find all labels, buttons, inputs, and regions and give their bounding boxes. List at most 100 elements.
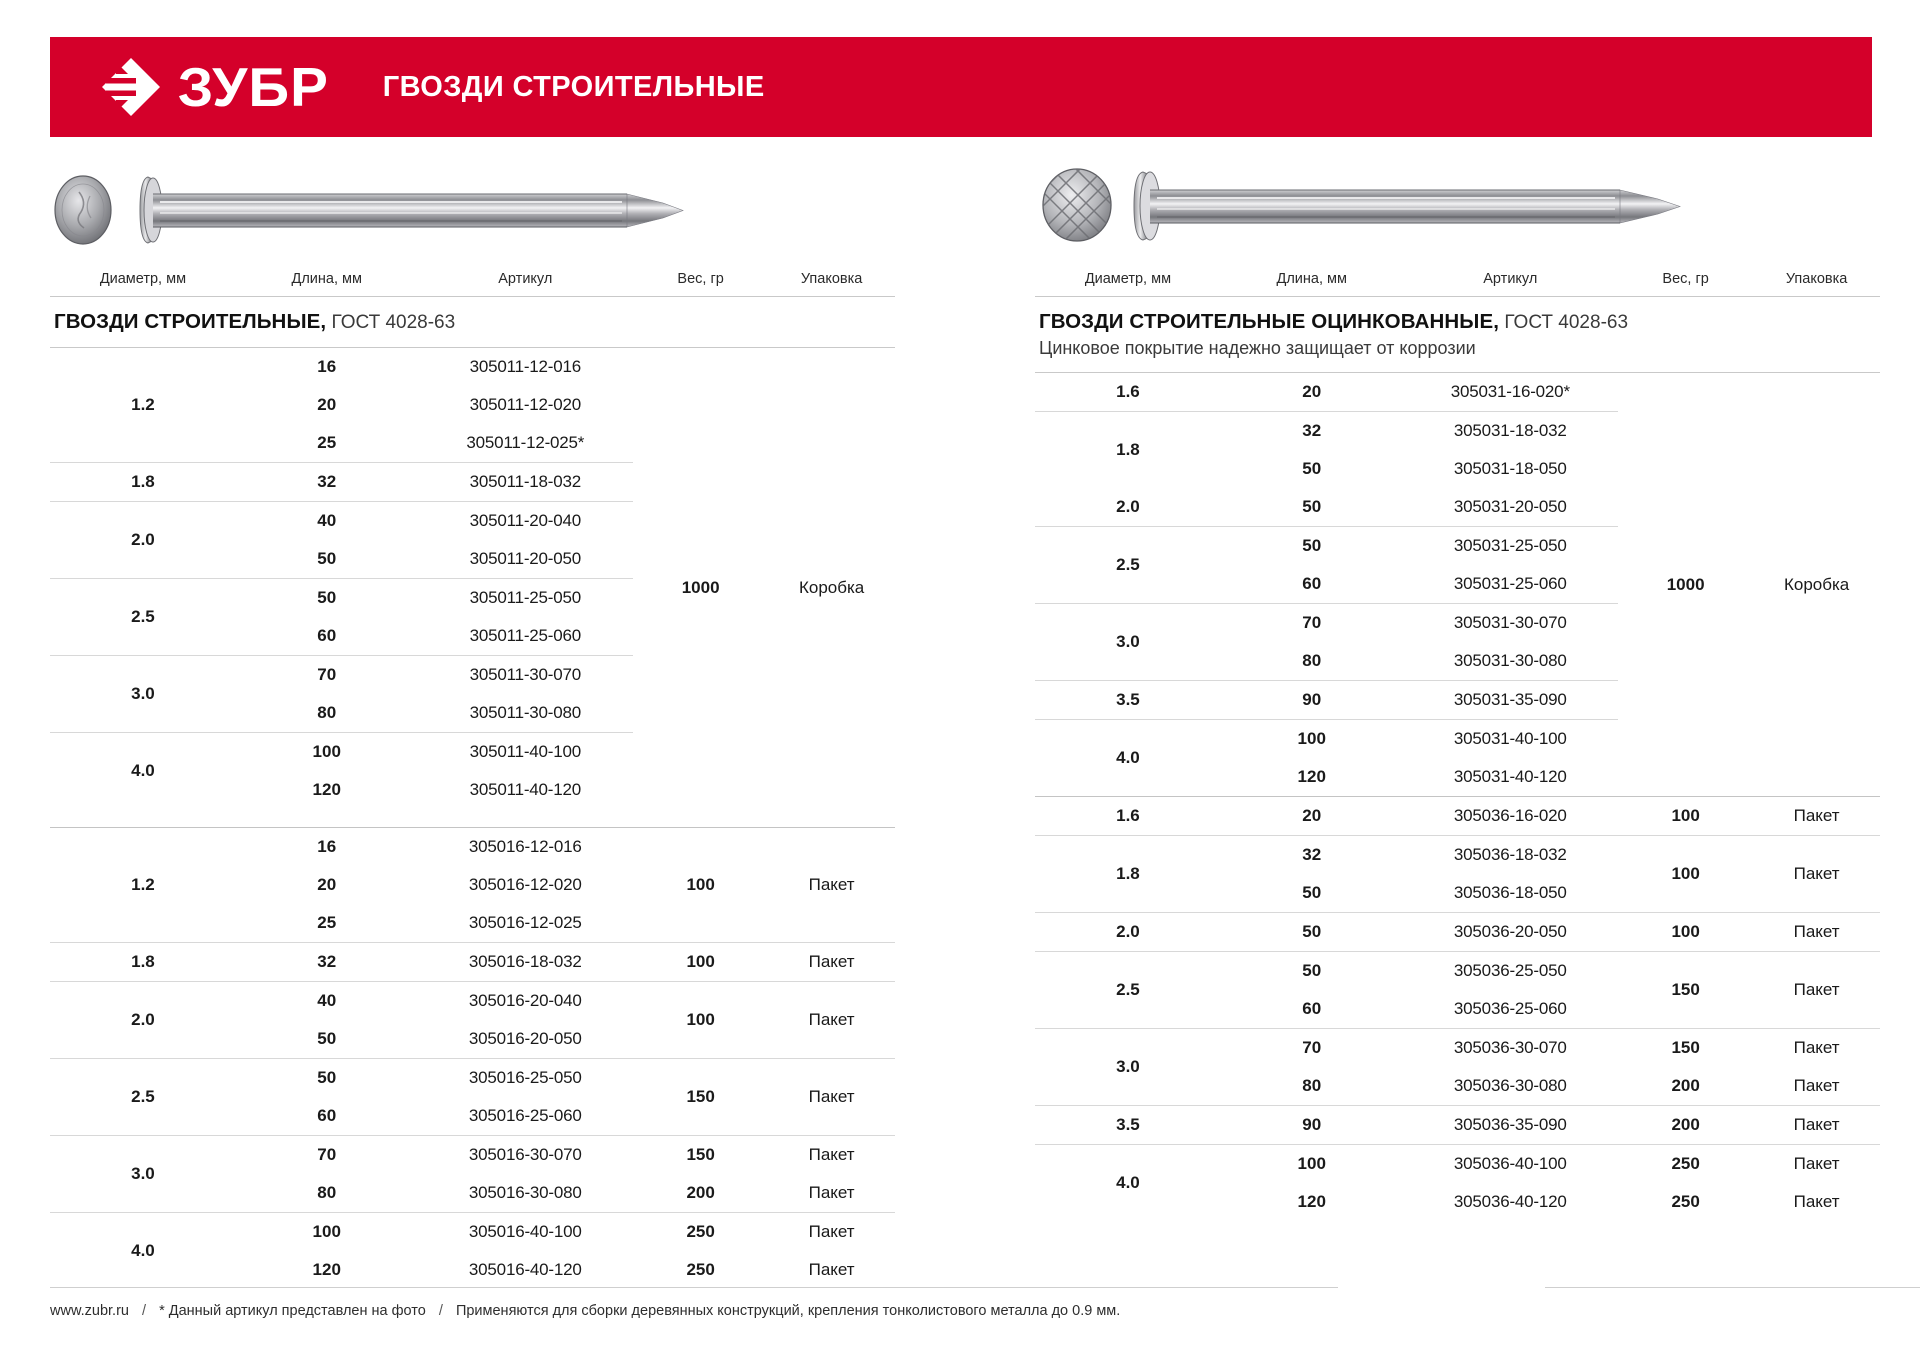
brand-name: ЗУБР: [177, 55, 329, 118]
cell-length: 50: [235, 1058, 418, 1097]
table-row: 3.0 70 305011-30-070: [50, 655, 895, 733]
cell-article: 305011-40-100: [417, 732, 634, 771]
cell-length: 60: [1302, 574, 1322, 593]
product-photo-plain-nail: [50, 150, 895, 265]
table-row: 60 305016-25-060: [50, 1097, 895, 1136]
table-row: 80 305031-30-080: [1035, 642, 1880, 681]
table-row: 4.0 100 305031-40-100: [1035, 719, 1880, 797]
table-row: 25 305011-12-025*: [50, 424, 895, 463]
cell-length: 120: [1297, 1192, 1326, 1211]
cell-length: 80: [1302, 651, 1322, 670]
table-row: 120 305031-40-120: [1035, 758, 1880, 797]
table-header-row: Диаметр, мм Длина, мм Артикул Вес, гр Уп…: [50, 265, 895, 297]
cell-packing: Пакет: [768, 942, 895, 982]
cell-weight: 100: [1618, 912, 1754, 952]
cell-diameter: 2.0: [1116, 497, 1140, 516]
cell-diameter: 4.0: [50, 732, 236, 809]
cell-length: 32: [235, 942, 418, 982]
page-title: ГВОЗДИ СТРОИТЕЛЬНЫЕ: [382, 70, 765, 103]
cell-article: 305011-30-070: [417, 655, 634, 694]
table-row: 3.0 70 305016-30-070 150 Пакет: [50, 1135, 895, 1213]
table-row: 120 305036-40-120 250 Пакет: [1035, 1183, 1880, 1221]
cell-packing: Пакет: [768, 981, 895, 1059]
cell-length: 120: [1297, 767, 1326, 786]
cell-length: 120: [312, 780, 341, 799]
cell-packing: Пакет: [1793, 1076, 1840, 1095]
cell-article: 305016-25-050: [417, 1058, 634, 1097]
cell-article: 305016-30-070: [417, 1135, 634, 1174]
cell-packing: Пакет: [1753, 951, 1880, 1029]
footer-website[interactable]: www.zubr.ru: [50, 1303, 129, 1319]
cell-article: 305036-40-120: [1453, 1192, 1567, 1211]
cell-length: 50: [235, 578, 418, 617]
cell-article: 305016-40-120: [468, 1260, 582, 1279]
table-row: 50 305016-20-050: [50, 1020, 895, 1059]
col-header-length: Длина, мм: [1220, 265, 1403, 297]
cell-length: 70: [1220, 1028, 1403, 1067]
cell-article: 305031-40-120: [1453, 767, 1567, 786]
cell-weight: 200: [1671, 1076, 1700, 1095]
cell-length: 50: [317, 549, 337, 568]
table-row: 1.8 32 305011-18-032: [50, 462, 895, 502]
cell-length: 32: [1220, 835, 1403, 874]
cell-article: 305016-30-080: [468, 1183, 582, 1202]
table-row: 1.8 32 305016-18-032 100 Пакет: [50, 942, 895, 982]
cell-article: 305036-30-080: [1453, 1076, 1567, 1095]
cell-article: 305016-20-050: [468, 1029, 582, 1048]
cell-diameter: 1.6: [1116, 382, 1140, 401]
cell-diameter: 4.0: [1035, 1144, 1221, 1221]
cell-weight: 100: [633, 827, 769, 943]
cell-length: 70: [235, 1135, 418, 1174]
cell-weight: 100: [1618, 835, 1754, 913]
cell-length: 50: [317, 1029, 337, 1048]
cell-packing: Пакет: [1753, 1144, 1880, 1183]
cell-weight: 100: [633, 942, 769, 982]
cell-weight: 250: [633, 1212, 769, 1251]
cell-length: 20: [317, 395, 337, 414]
col-header-packing: Упаковка: [768, 265, 895, 297]
cell-diameter: 2.0: [1035, 912, 1221, 952]
cell-article: 305036-30-070: [1402, 1028, 1619, 1067]
cell-diameter: 3.0: [1035, 1028, 1221, 1106]
cell-article: 305031-18-050: [1453, 459, 1567, 478]
cell-article: 305036-18-050: [1453, 883, 1567, 902]
cell-length: 20: [1302, 382, 1322, 401]
cell-article: 305031-18-032: [1402, 411, 1619, 450]
table-row: 1.2 16 305011-12-016 1000 Коробка: [50, 348, 895, 597]
cell-article: 305011-25-060: [469, 626, 582, 645]
cell-length: 40: [235, 981, 418, 1020]
table-row: 60 305011-25-060: [50, 617, 895, 656]
footer-note-photo: * Данный артикул представлен на фото: [159, 1303, 426, 1319]
cell-article: 305031-35-090: [1402, 680, 1619, 720]
cell-length: 50: [1302, 883, 1322, 902]
table-row: 120 305011-40-120: [50, 771, 895, 809]
cell-article: 305016-25-060: [468, 1106, 582, 1125]
cell-weight: 250: [686, 1260, 715, 1279]
cell-diameter: 2.5: [50, 1058, 236, 1136]
cell-article: 305036-35-090: [1402, 1105, 1619, 1145]
footer-divider-left: [50, 1287, 1338, 1288]
table-row: 80 305036-30-080 200 Пакет: [1035, 1067, 1880, 1106]
table-row: 60 305031-25-060: [1035, 565, 1880, 604]
col-header-article: Артикул: [1402, 265, 1619, 297]
col-header-diameter: Диаметр, мм: [1035, 265, 1221, 297]
table-row: 1.6 20 305031-16-020* 1000 Коробка: [1035, 373, 1880, 594]
group-title-main: ГВОЗДИ СТРОИТЕЛЬНЫЕ,: [54, 310, 327, 333]
cell-packing: Пакет: [768, 1135, 895, 1174]
cell-diameter: 1.8: [50, 462, 236, 502]
cell-length: 32: [1220, 411, 1403, 450]
cell-article: 305031-30-070: [1402, 603, 1619, 642]
footer-separator-2: /: [438, 1303, 443, 1319]
cell-diameter: 2.0: [50, 501, 236, 579]
table-header-row: Диаметр, мм Длина, мм Артикул Вес, гр Уп…: [1035, 265, 1880, 297]
cell-article: 305011-30-080: [469, 703, 582, 722]
page-footer: www.zubr.ru / * Данный артикул представл…: [50, 1287, 1920, 1319]
cell-length: 50: [1302, 497, 1322, 516]
cell-article: 305011-20-040: [417, 501, 634, 540]
cell-weight: 150: [1618, 951, 1754, 1029]
cell-length: 50: [1302, 459, 1322, 478]
cell-packing: Пакет: [768, 1212, 895, 1251]
cell-length: 100: [1220, 719, 1403, 758]
col-header-length: Длина, мм: [235, 265, 418, 297]
